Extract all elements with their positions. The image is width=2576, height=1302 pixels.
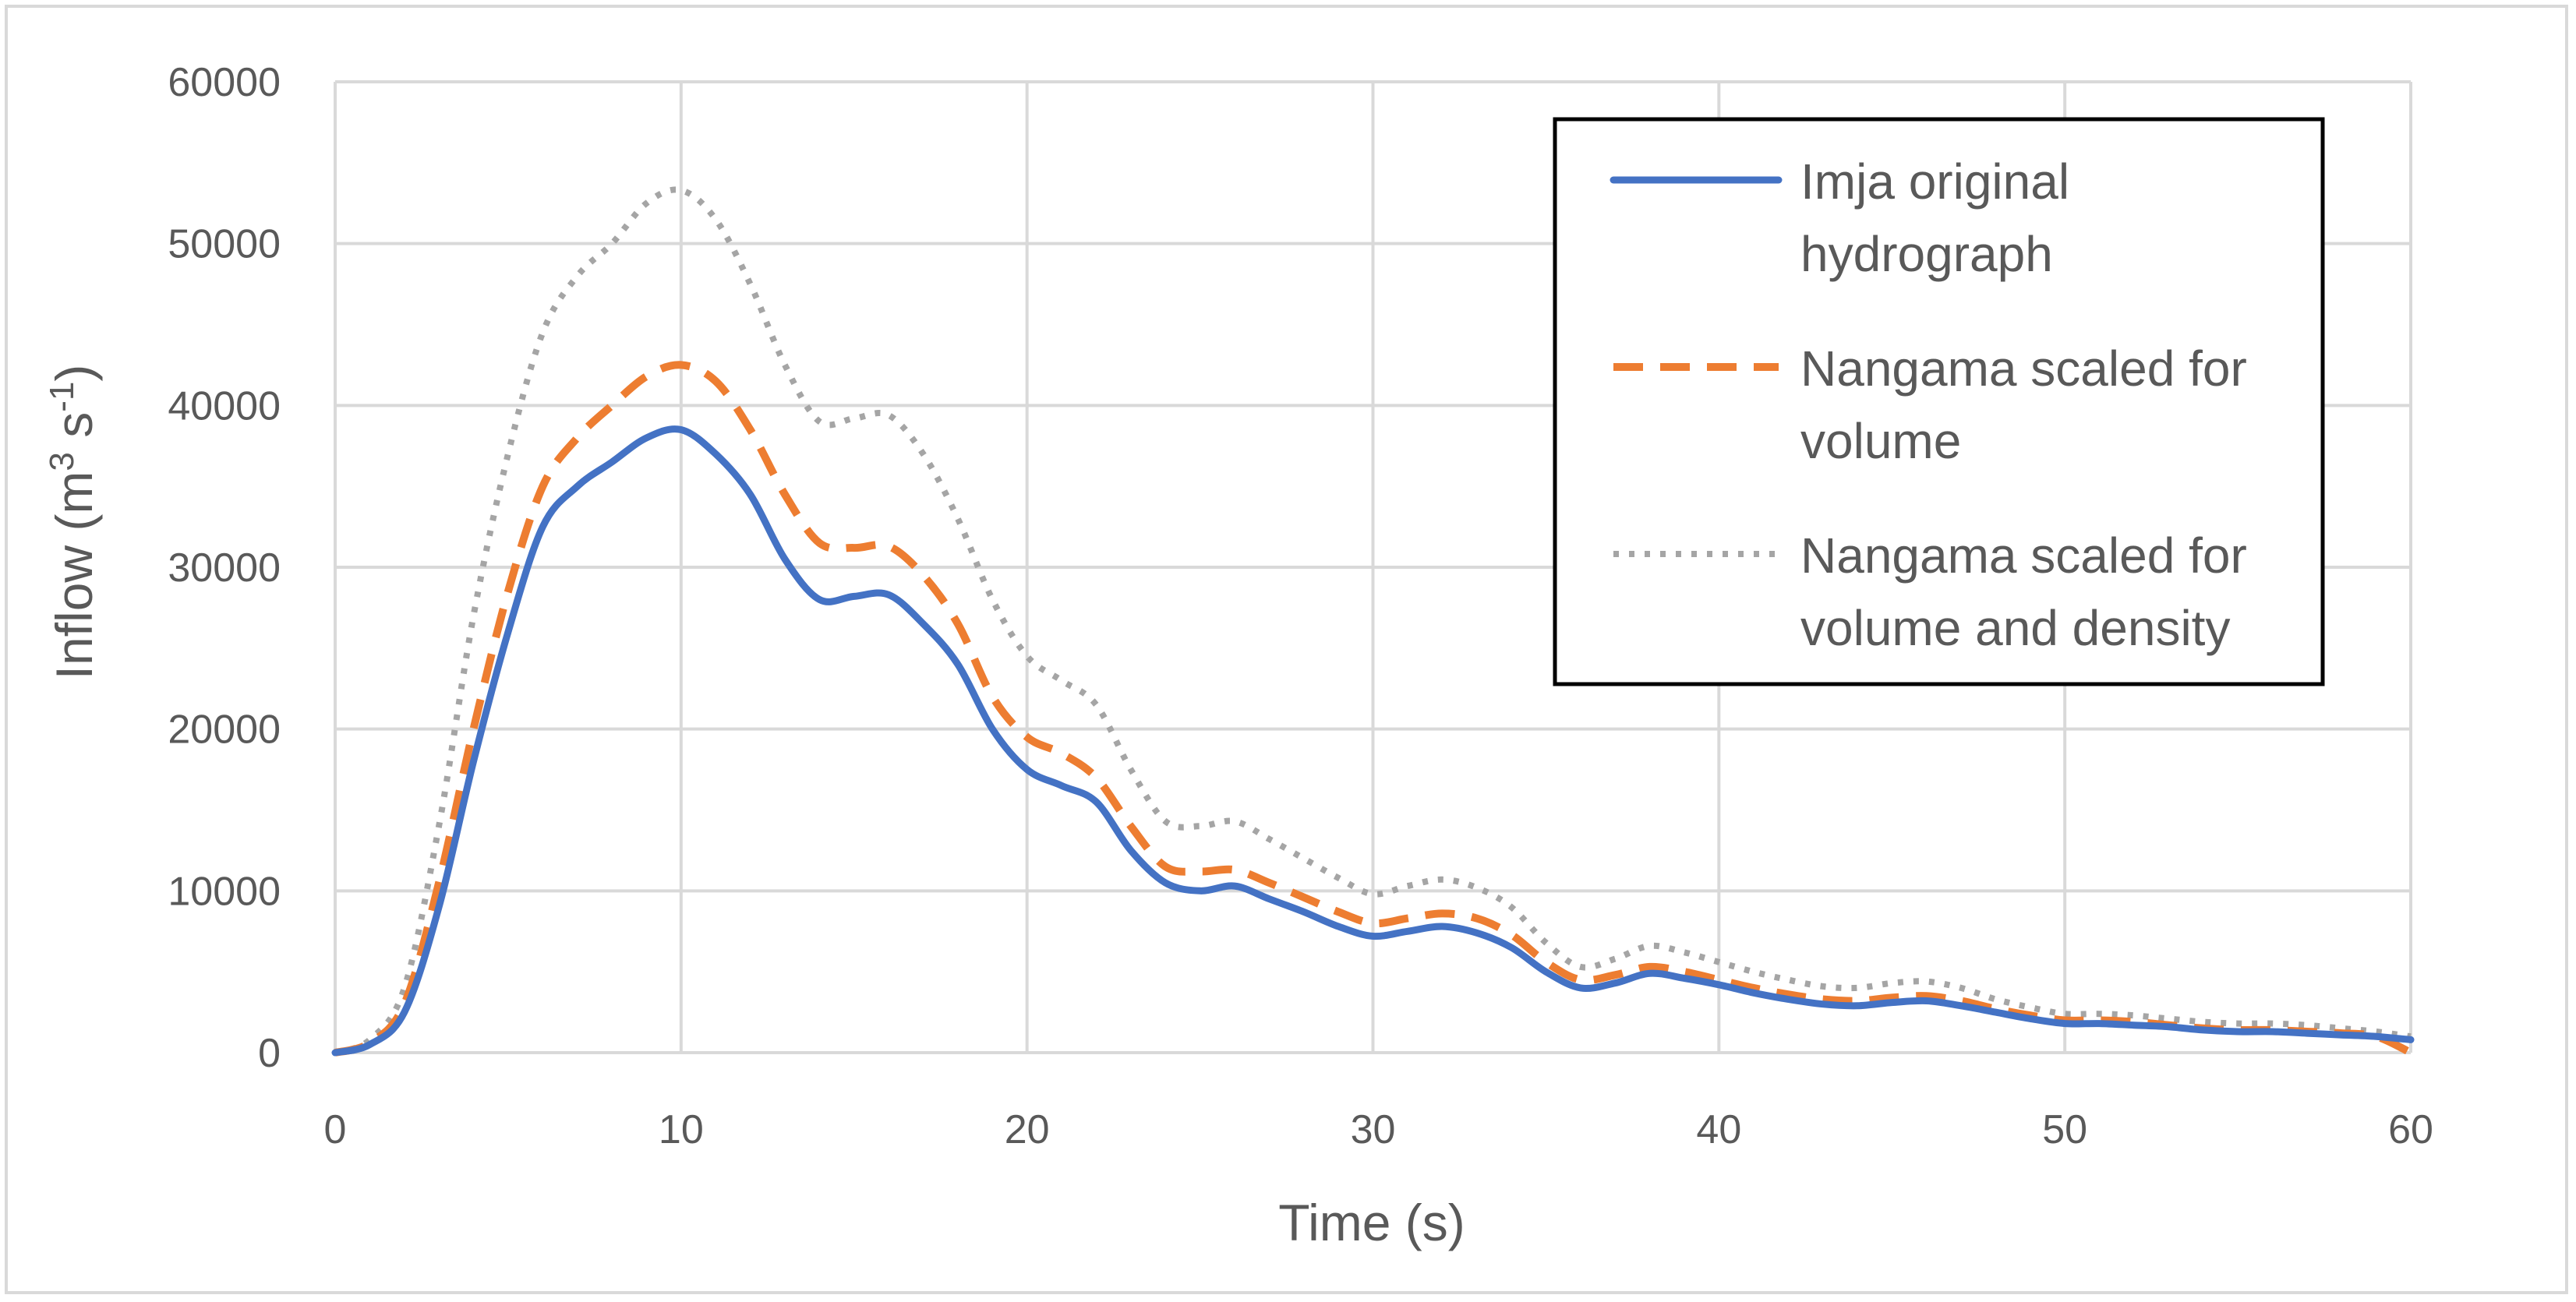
y-axis-title-base: Inflow (m (45, 471, 103, 680)
legend: Imja original hydrograph Nangama scaled fo… (1553, 117, 2325, 686)
series-lines (331, 186, 2415, 1057)
y-tick-label: 10000 (168, 869, 281, 914)
y-tick-label: 40000 (168, 383, 281, 429)
x-axis-title: Time (s) (1278, 1194, 1465, 1251)
y-tick-label: 20000 (168, 707, 281, 753)
y-axis-title-sup1: 3 (43, 452, 81, 471)
legend-label-1: hydrograph (1800, 226, 2053, 282)
y-axis-title-mid: s (45, 412, 103, 452)
x-tick-label: 30 (1351, 1107, 1396, 1152)
y-axis-title-end: ) (45, 365, 103, 382)
legend-label-2: volume (1800, 413, 1961, 469)
y-tick-label: 50000 (168, 222, 281, 267)
y-tick-label: 0 (258, 1031, 281, 1076)
y-tick-label: 60000 (168, 60, 281, 105)
x-tick-label: 0 (324, 1107, 347, 1152)
legend-label-2: Nangama scaled for (1800, 340, 2247, 397)
y-axis-title: Inflow (m3 s-1) (43, 365, 103, 680)
legend-label-1: Imja original (1800, 153, 2069, 210)
x-tick-label: 60 (2388, 1107, 2433, 1152)
x-tick-label: 50 (2042, 1107, 2087, 1152)
x-tick-label: 20 (1005, 1107, 1050, 1152)
legend-label-3: volume and density (1800, 600, 2230, 656)
legend-items: Imja original hydrograph Nangama scaled fo… (1610, 153, 2247, 656)
x-tick-label: 10 (659, 1107, 704, 1152)
legend-label-3: Nangama scaled for (1800, 528, 2247, 584)
legend-box (1553, 117, 2325, 686)
y-axis-title-sup2: -1 (43, 382, 81, 412)
y-axis-tick-labels: 0 10000 20000 30000 40000 50000 60000 (168, 60, 281, 1076)
x-axis-tick-labels: 0 10 20 30 40 50 60 (324, 1107, 2433, 1152)
y-tick-label: 30000 (168, 545, 281, 591)
series-line-1 (331, 425, 2415, 1057)
series-line-2 (334, 361, 2413, 1057)
x-tick-label: 40 (1696, 1107, 1741, 1152)
